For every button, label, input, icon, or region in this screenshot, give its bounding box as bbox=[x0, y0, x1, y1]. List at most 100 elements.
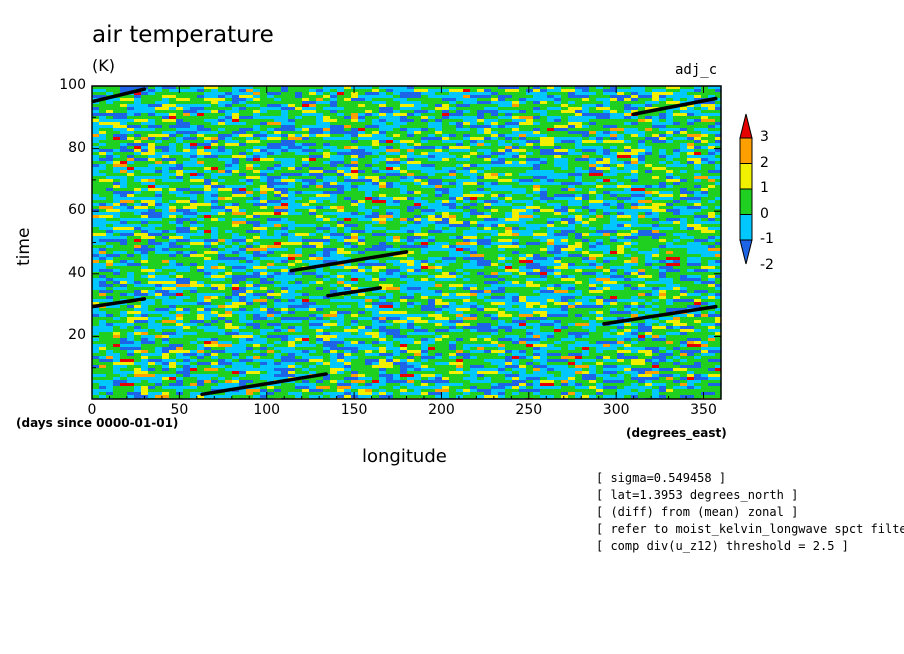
field-cell bbox=[295, 155, 302, 158]
field-cell bbox=[316, 371, 330, 374]
field-cell bbox=[372, 350, 379, 353]
field-cell bbox=[491, 155, 498, 158]
field-cell bbox=[463, 356, 470, 359]
field-cell bbox=[666, 236, 680, 239]
field-cell bbox=[512, 356, 519, 359]
field-cell bbox=[120, 266, 134, 269]
field-cell bbox=[638, 245, 645, 248]
field-cell bbox=[253, 224, 260, 227]
field-cell bbox=[561, 194, 575, 197]
field-cell bbox=[337, 203, 351, 206]
field-cell bbox=[393, 341, 400, 344]
field-cell bbox=[659, 239, 666, 242]
field-cell bbox=[421, 311, 435, 314]
field-cell bbox=[274, 128, 281, 131]
field-cell bbox=[477, 323, 491, 326]
field-cell bbox=[442, 350, 456, 353]
field-cell bbox=[526, 236, 533, 239]
field-cell bbox=[435, 266, 442, 269]
field-cell bbox=[526, 242, 540, 245]
field-cell bbox=[442, 356, 449, 359]
field-cell bbox=[260, 272, 267, 275]
field-cell bbox=[106, 323, 113, 326]
field-cell bbox=[400, 260, 414, 263]
field-cell bbox=[316, 317, 323, 320]
field-cell bbox=[568, 104, 582, 107]
field-cell bbox=[512, 224, 519, 227]
field-cell bbox=[148, 350, 155, 353]
field-cell bbox=[113, 266, 120, 269]
field-cell bbox=[372, 86, 379, 89]
field-cell bbox=[701, 260, 708, 263]
field-cell bbox=[267, 164, 274, 167]
field-cell bbox=[519, 272, 526, 275]
field-cell bbox=[309, 230, 316, 233]
field-cell bbox=[512, 170, 526, 173]
field-cell bbox=[400, 281, 407, 284]
field-cell bbox=[113, 125, 127, 128]
field-cell bbox=[533, 143, 540, 146]
field-cell bbox=[92, 176, 106, 179]
field-cell bbox=[253, 155, 260, 158]
field-cell bbox=[218, 233, 225, 236]
field-cell bbox=[386, 122, 393, 125]
field-cell bbox=[148, 209, 155, 212]
field-cell bbox=[148, 275, 155, 278]
field-cell bbox=[554, 284, 561, 287]
field-cell bbox=[281, 356, 288, 359]
field-cell bbox=[316, 299, 323, 302]
field-cell bbox=[92, 293, 99, 296]
field-cell bbox=[120, 275, 127, 278]
field-cell bbox=[99, 341, 106, 344]
field-cell bbox=[477, 302, 491, 305]
field-cell bbox=[624, 248, 631, 251]
field-cell bbox=[645, 107, 652, 110]
field-cell bbox=[547, 278, 554, 281]
field-cell bbox=[225, 281, 232, 284]
field-cell bbox=[295, 356, 302, 359]
field-cell bbox=[197, 209, 211, 212]
field-cell bbox=[491, 245, 498, 248]
field-cell bbox=[148, 362, 155, 365]
field-cell bbox=[400, 215, 407, 218]
field-cell bbox=[701, 209, 715, 212]
x-axis-units: (degrees_east) bbox=[626, 426, 727, 440]
field-cell bbox=[295, 272, 302, 275]
field-cell bbox=[274, 308, 281, 311]
field-cell bbox=[512, 320, 526, 323]
field-cell bbox=[603, 113, 610, 116]
field-cell bbox=[372, 200, 386, 203]
field-cell bbox=[526, 263, 540, 266]
field-cell bbox=[148, 86, 155, 89]
field-cell bbox=[365, 248, 379, 251]
field-cell bbox=[435, 221, 449, 224]
field-cell bbox=[134, 359, 141, 362]
field-cell bbox=[365, 119, 372, 122]
field-cell bbox=[106, 131, 120, 134]
field-cell bbox=[554, 317, 568, 320]
field-cell bbox=[631, 134, 638, 137]
field-cell bbox=[680, 86, 687, 89]
field-cell bbox=[603, 236, 610, 239]
field-cell bbox=[253, 134, 267, 137]
field-cell bbox=[575, 86, 582, 89]
field-cell bbox=[603, 239, 610, 242]
field-cell bbox=[519, 344, 526, 347]
field-cell bbox=[715, 311, 721, 314]
field-cell bbox=[239, 245, 246, 248]
field-cell bbox=[162, 182, 176, 185]
field-cell bbox=[127, 128, 134, 131]
field-cell bbox=[701, 242, 708, 245]
field-cell bbox=[589, 89, 603, 92]
field-cell bbox=[323, 365, 330, 368]
field-cell bbox=[673, 350, 680, 353]
field-cell bbox=[561, 155, 568, 158]
field-cell bbox=[701, 305, 708, 308]
field-cell bbox=[470, 107, 484, 110]
field-cell bbox=[218, 182, 225, 185]
field-cell bbox=[155, 299, 162, 302]
field-cell bbox=[407, 137, 414, 140]
field-cell bbox=[155, 272, 169, 275]
field-cell bbox=[680, 182, 694, 185]
field-cell bbox=[561, 140, 575, 143]
